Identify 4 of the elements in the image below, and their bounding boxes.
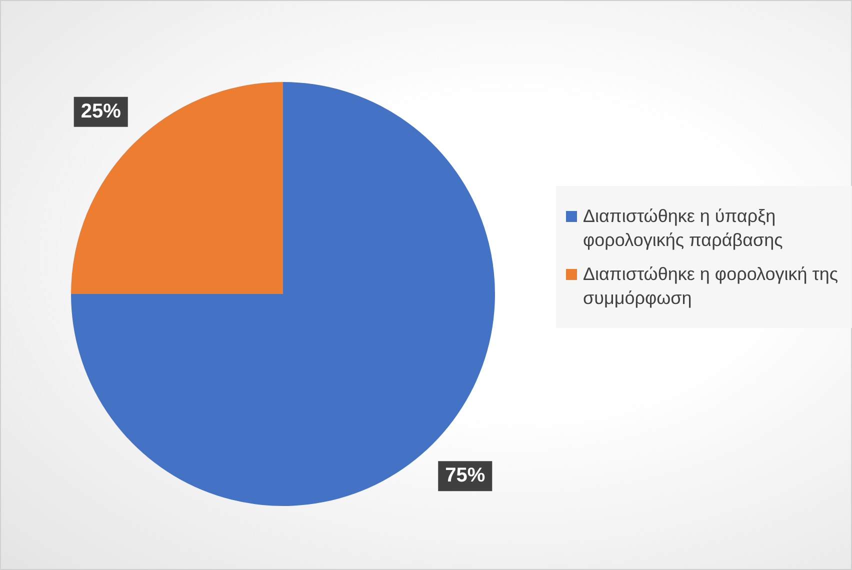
data-label: 25% [80, 100, 122, 122]
data-label: 75% [445, 464, 486, 487]
legend-label: Διαπιστώθηκε η φορολογική της συμμόρφωση [583, 263, 840, 310]
legend-label: Διαπιστώθηκε η ύπαρξη φορολογικής παράβασης [583, 205, 784, 252]
